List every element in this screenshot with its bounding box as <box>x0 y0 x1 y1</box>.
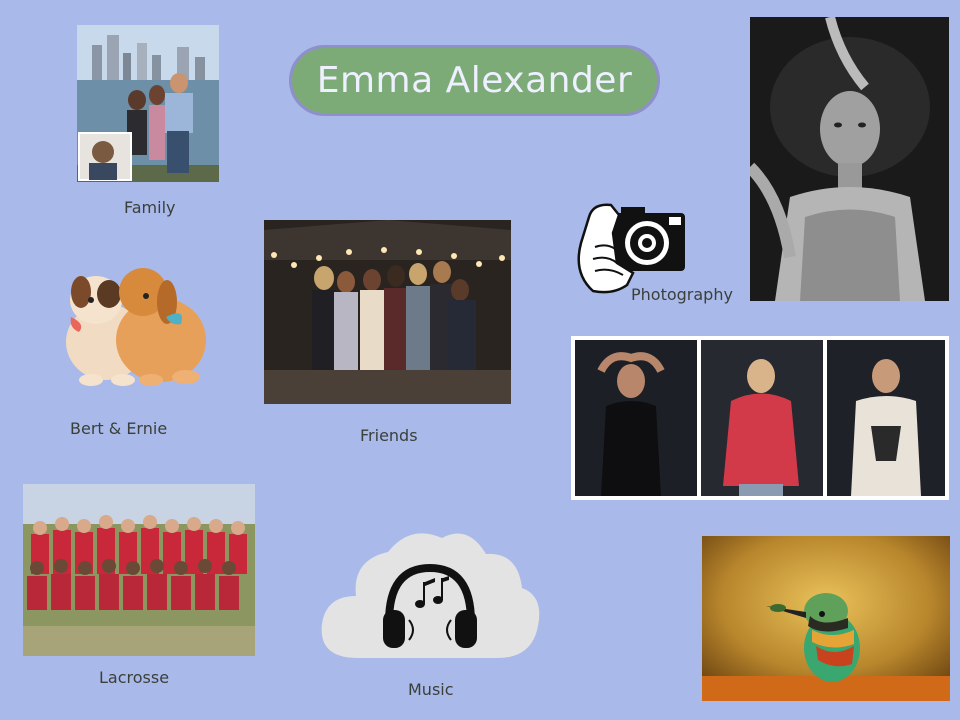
caption-friends: Friends <box>360 426 418 445</box>
portrait-photo <box>750 17 949 301</box>
music-notes-icon <box>411 574 451 614</box>
caption-family: Family <box>124 198 176 217</box>
cloud-icon <box>318 524 542 662</box>
headphones-icon <box>381 560 479 652</box>
caption-lacrosse: Lacrosse <box>99 668 170 687</box>
puppies-illustration <box>51 262 213 390</box>
family-photo <box>77 25 219 182</box>
page-title-text: Emma Alexander <box>316 60 633 101</box>
caption-music: Music <box>408 680 454 699</box>
portraits-strip <box>571 336 949 500</box>
caption-pets: Bert & Ernie <box>70 419 168 438</box>
bird-photo <box>702 536 950 701</box>
friends-photo <box>264 220 511 404</box>
page-title: Emma Alexander <box>289 45 660 116</box>
caption-photography: Photography <box>631 285 733 304</box>
lacrosse-photo <box>23 484 255 656</box>
camera-hand-icon <box>573 203 688 295</box>
